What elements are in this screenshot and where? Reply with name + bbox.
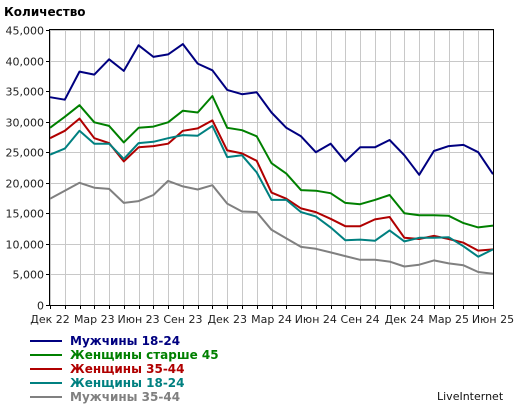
legend-label: Мужчины 35-44: [70, 390, 180, 404]
y-tick-label: 5,000: [13, 269, 45, 282]
y-tick-label: 20,000: [6, 178, 45, 191]
y-tick-label: 40,000: [6, 56, 45, 69]
series-line: [49, 117, 494, 252]
y-tick-label: 15,000: [6, 208, 45, 221]
x-tick-label: Июн 25: [472, 313, 514, 326]
x-tick-label: Мар 24: [251, 313, 292, 326]
series-line: [49, 95, 494, 229]
series-lines: [49, 43, 494, 275]
x-tick-label: Мар 23: [74, 313, 115, 326]
series-line: [49, 43, 494, 176]
x-tick-label: Сен 24: [341, 313, 380, 326]
y-tick-label: 30,000: [6, 117, 45, 130]
series-line: [49, 179, 494, 275]
x-axis-ticks: Дек 22 Мар 23 Июн 23 Сен 23 Дек 23 Мар 24 Июн …: [30, 305, 514, 326]
x-tick-label: Июн 23: [118, 313, 160, 326]
y-tick-label: 45,000: [6, 25, 45, 38]
legend-label: Мужчины 18-24: [70, 334, 180, 348]
plot-frame: [49, 29, 494, 306]
y-axis-ticks: 0 5,000 10,000 15,000 20,000 25,000 30,000 35,0…: [6, 25, 50, 313]
x-tick-label: Дек 24: [385, 313, 425, 326]
legend-label: Женщины старше 45: [70, 348, 219, 362]
x-tick-label: Сен 23: [163, 313, 202, 326]
y-tick-label: 35,000: [6, 86, 45, 99]
y-axis-title: Количество: [4, 5, 86, 19]
y-tick-label: 10,000: [6, 239, 45, 252]
y-tick-label: 25,000: [6, 147, 45, 160]
x-tick-label: Мар 25: [428, 313, 469, 326]
grid: [50, 30, 494, 306]
legend-label: Женщины 18-24: [70, 376, 185, 390]
series-line: [49, 124, 494, 258]
x-tick-label: Дек 23: [207, 313, 247, 326]
liveinternet-watermark: LiveInternet: [437, 390, 504, 403]
x-tick-label: Июн 24: [295, 313, 337, 326]
x-tick-label: Дек 22: [30, 313, 70, 326]
legend-label: Женщины 35-44: [70, 362, 185, 376]
y-tick-label: 0: [37, 300, 44, 313]
